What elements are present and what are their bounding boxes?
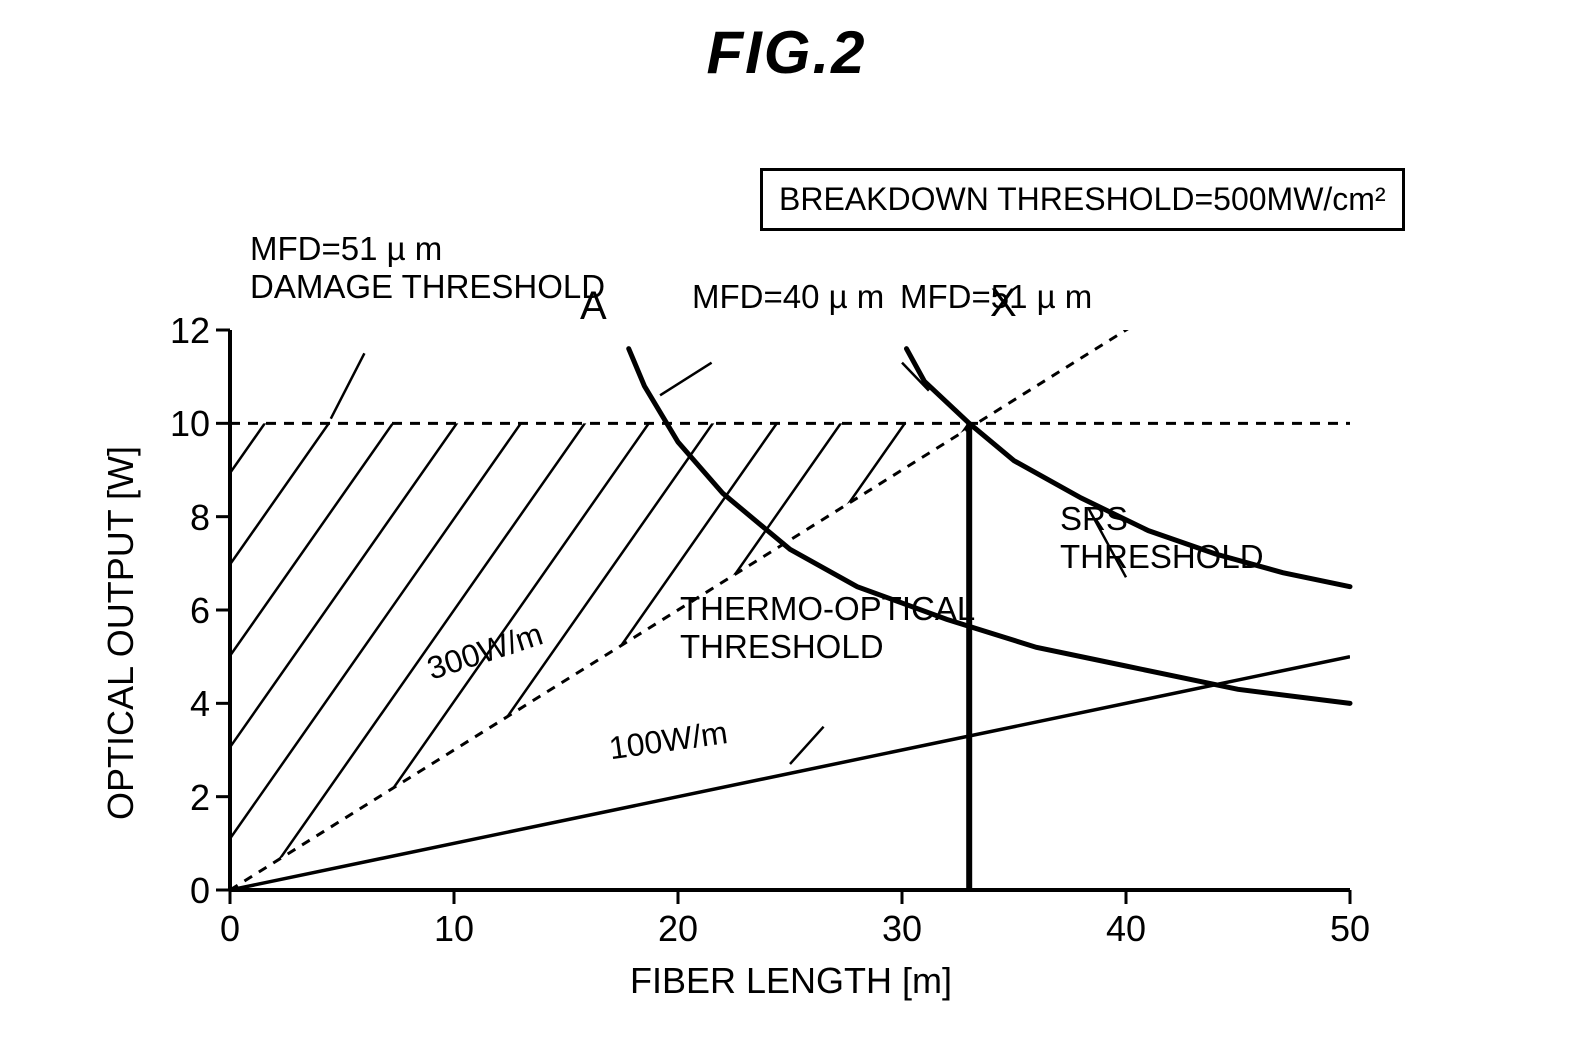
y-tick-label: 6 [150,590,210,632]
x-tick-label: 50 [1320,908,1380,950]
label-srs-threshold: SRSTHRESHOLD [1060,500,1264,576]
page: FIG.2 BREAKDOWN THRESHOLD=500MW/cm² 300W… [0,0,1573,1055]
svg-text:100W/m: 100W/m [607,714,730,766]
label-mfd51-damage: MFD=51 µ mDAMAGE THRESHOLD [250,230,605,306]
label-region-a: A [580,283,607,329]
y-axis-label: OPTICAL OUTPUT [W] [100,446,142,820]
x-axis-label: FIBER LENGTH [m] [630,960,952,1002]
x-tick-label: 20 [648,908,708,950]
label-mfd51: MFD=51 µ m [900,278,1092,316]
x-tick-label: 40 [1096,908,1156,950]
x-tick-label: 10 [424,908,484,950]
x-tick-label: 30 [872,908,932,950]
y-tick-label: 8 [150,497,210,539]
chart: 300W/m100W/m [0,0,1573,1055]
label-thermo-threshold: THERMO-OPTICALTHRESHOLD [680,590,975,666]
y-tick-label: 0 [150,870,210,912]
x-tick-label: 0 [200,908,260,950]
y-tick-label: 12 [150,310,210,352]
label-mfd40: MFD=40 µ m [692,278,884,316]
y-tick-label: 10 [150,403,210,445]
y-tick-label: 2 [150,777,210,819]
y-tick-label: 4 [150,683,210,725]
